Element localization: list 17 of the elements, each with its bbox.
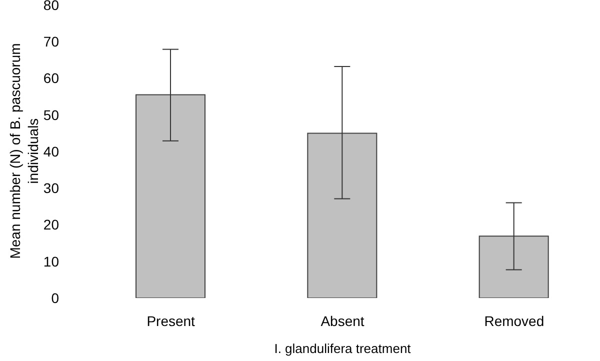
y-tick-label: 0: [51, 290, 60, 306]
y-tick-label: 70: [43, 34, 60, 50]
x-tick-label: Removed: [484, 312, 544, 329]
y-tick-label: 40: [43, 143, 60, 160]
y-axis-title: Mean number (N) of B. pascuorum individuals: [6, 42, 42, 261]
x-tick-label: Absent: [320, 312, 364, 329]
x-axis-title: I. glandulifera treatment: [274, 341, 412, 356]
bar: [307, 132, 378, 298]
y-tick-label: 20: [43, 216, 60, 233]
bar: [478, 236, 549, 298]
x-tick-label: Present: [146, 312, 196, 329]
y-tick-label: 60: [43, 70, 60, 86]
bar: [136, 94, 206, 298]
y-tick-label: 30: [43, 180, 60, 196]
y-tick-label: 80: [43, 0, 60, 13]
y-tick-label: 10: [43, 253, 60, 270]
y-tick-label: 50: [43, 106, 60, 123]
